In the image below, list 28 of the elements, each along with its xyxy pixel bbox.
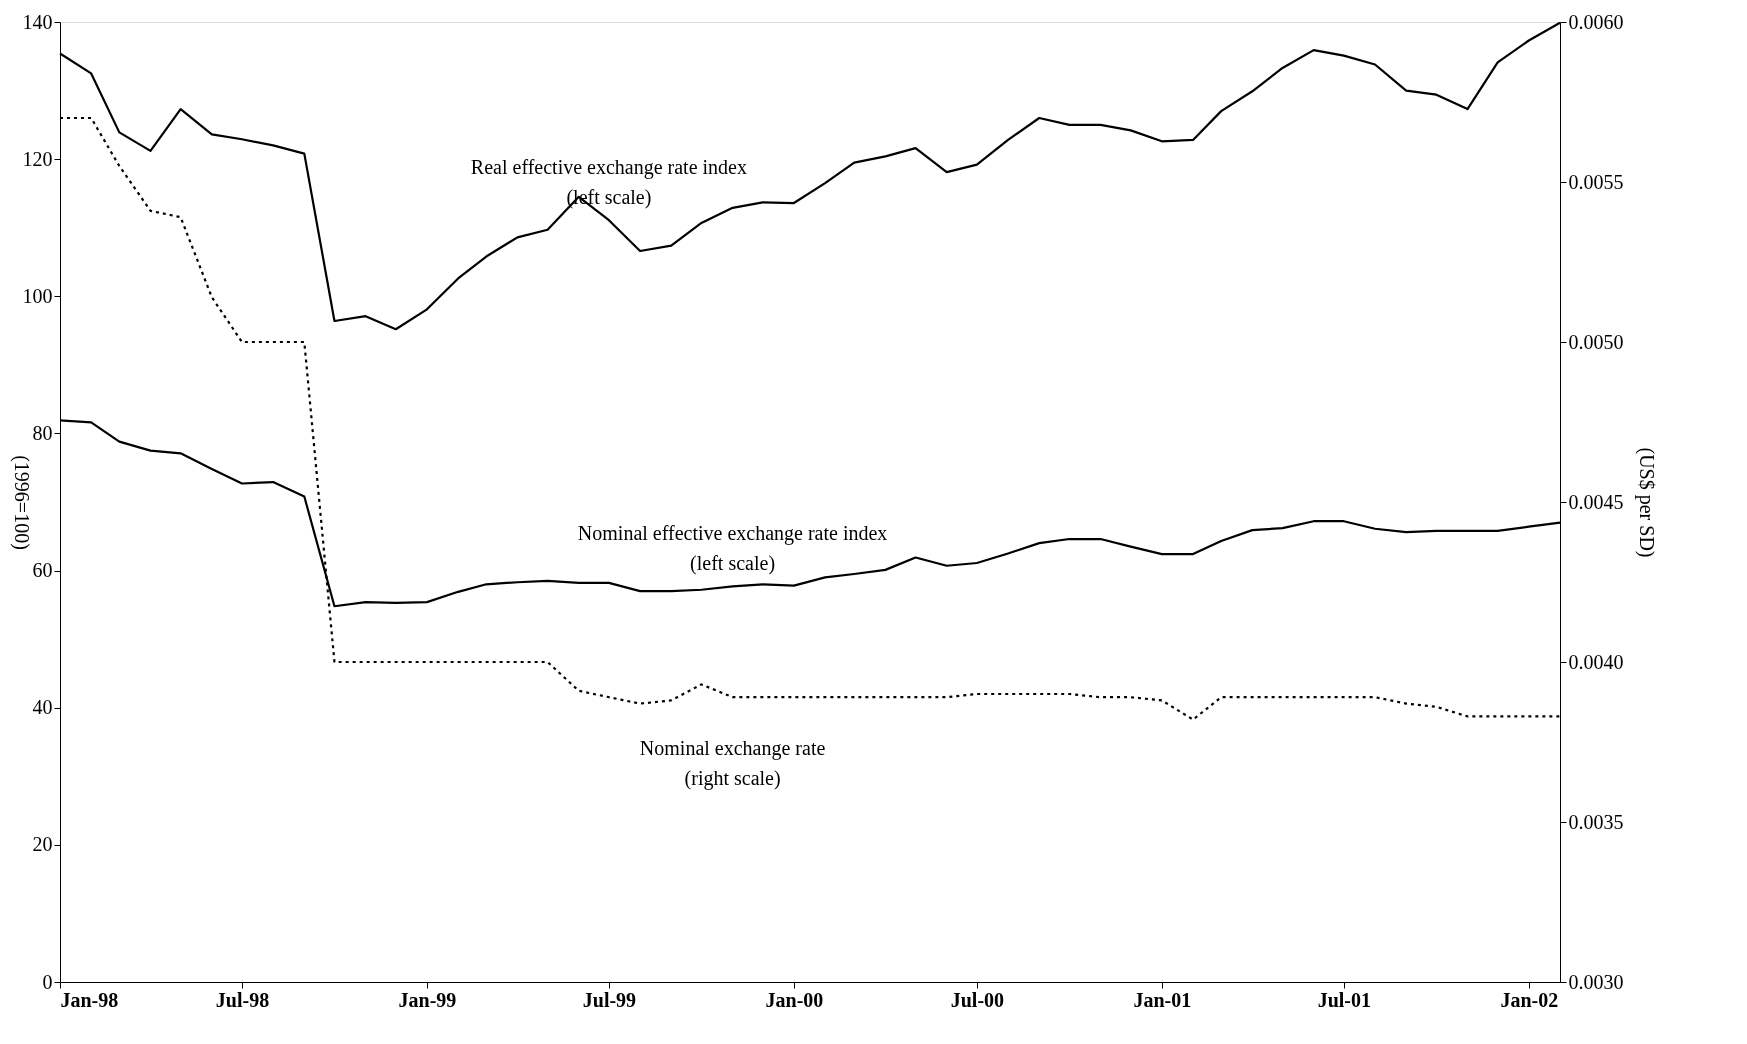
y-tick-label: 20 bbox=[32, 833, 53, 856]
y-tick-label: 40 bbox=[32, 696, 53, 719]
y-tick-label: 100 bbox=[22, 284, 53, 307]
x-tick-label: Jan-01 bbox=[1133, 988, 1192, 1011]
x-tick-label: Jul-99 bbox=[582, 988, 637, 1011]
y-tick-label: 80 bbox=[32, 421, 53, 444]
y2-axis-title: (US$ per SD) bbox=[1634, 447, 1658, 558]
y2-tick-label: 0.0045 bbox=[1568, 490, 1624, 513]
series-label: Nominal exchange rate (right scale) bbox=[639, 737, 826, 791]
x-tick-label: Jan-02 bbox=[1500, 988, 1559, 1011]
y-tick-label: 60 bbox=[32, 559, 53, 582]
x-tick-label: Jan-00 bbox=[765, 988, 824, 1011]
y2-tick-label: 0.0055 bbox=[1568, 170, 1624, 193]
y2-tick-label: 0.0050 bbox=[1568, 330, 1624, 353]
y-tick-label: 0 bbox=[42, 970, 53, 993]
x-tick-label: Jul-98 bbox=[215, 988, 270, 1011]
y2-tick-label: 0.0060 bbox=[1568, 10, 1624, 33]
y-tick-label: 120 bbox=[22, 147, 53, 170]
y2-tick-label: 0.0040 bbox=[1568, 650, 1624, 673]
x-tick-label: Jan-99 bbox=[398, 988, 457, 1011]
x-tick-label: Jan-98 bbox=[60, 988, 119, 1011]
series-label: Nominal effective exchange rate index (left scale) bbox=[577, 522, 888, 576]
y2-tick-label: 0.0030 bbox=[1568, 970, 1624, 993]
x-tick-label: Jul-01 bbox=[1317, 988, 1372, 1011]
y-tick-label: 140 bbox=[22, 10, 53, 33]
y2-tick-label: 0.0035 bbox=[1568, 810, 1624, 833]
y-axis-title: (1996=100) bbox=[9, 455, 33, 550]
x-tick-label: Jul-00 bbox=[950, 988, 1005, 1011]
